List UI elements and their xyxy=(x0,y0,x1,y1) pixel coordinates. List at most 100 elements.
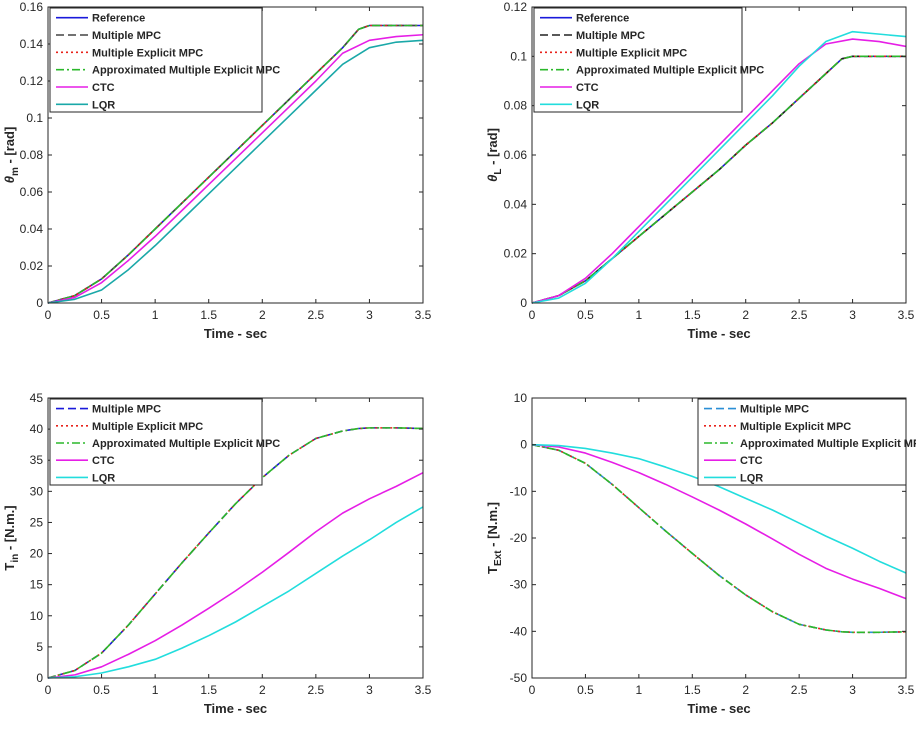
subplot-1: 0 0.5 1 1.5 2 2.5 3 3.5 0 0.02 0.04 0.06 0.08 0.1 0.12… xyxy=(2,0,432,341)
y-axis-label: TExt - [N.m.] xyxy=(485,502,504,574)
y-tick-label: 20 xyxy=(30,547,44,561)
x-tick-label: 2 xyxy=(742,683,749,697)
x-tick-label: 1.5 xyxy=(684,308,701,322)
legend-label: CTC xyxy=(576,82,599,94)
y-axis-label-subscript: L xyxy=(493,169,504,175)
y-tick-label: 0.16 xyxy=(20,0,44,14)
y-tick-label: 0 xyxy=(520,296,527,310)
x-tick-label: 0 xyxy=(529,308,536,322)
x-tick-label: 3.5 xyxy=(415,683,432,697)
legend-label: Multiple Explicit MPC xyxy=(576,47,687,59)
x-axis-label: Time - sec xyxy=(204,326,267,341)
y-tick-label: 0.14 xyxy=(20,37,44,51)
y-tick-label: 0.08 xyxy=(20,148,44,162)
x-tick-label: 2.5 xyxy=(308,308,325,322)
series-line-3 xyxy=(531,443,907,634)
y-axis-label-symbol: T xyxy=(485,566,500,574)
y-axis-label-subscript: Ext xyxy=(493,550,504,566)
legend-label: CTC xyxy=(740,455,763,467)
y-tick-label: 0.02 xyxy=(504,247,528,261)
series-line-5 xyxy=(47,33,424,304)
legend-box xyxy=(49,7,263,113)
y-axis-label: θm - [rad] xyxy=(2,127,21,184)
x-tick-label: 0 xyxy=(45,308,52,322)
legend-label: Approximated Multiple Explicit MPC xyxy=(576,65,764,77)
x-tick-label: 1 xyxy=(636,308,643,322)
series-line-5 xyxy=(531,38,907,304)
y-tick-label: 0 xyxy=(520,438,527,452)
legend-label: Multiple Explicit MPC xyxy=(92,421,203,433)
x-tick-label: 0 xyxy=(45,683,52,697)
legend-label: Reference xyxy=(576,13,629,25)
series-line-5 xyxy=(531,443,907,574)
legend-label: Multiple Explicit MPC xyxy=(92,47,203,59)
y-tick-label: -50 xyxy=(510,671,528,685)
x-tick-label: 2.5 xyxy=(791,683,808,697)
x-tick-label: 3 xyxy=(366,308,373,322)
y-tick-label: 10 xyxy=(514,391,528,405)
y-axis-label-unit: - [rad] xyxy=(485,128,500,168)
y-axis-label-symbol: θ xyxy=(485,175,500,182)
legend-label: Approximated Multiple Explicit MPC xyxy=(92,65,280,77)
legend-box xyxy=(533,7,743,113)
subplot-2: 0 0.5 1 1.5 2 2.5 3 3.5 0 0.02 0.04 0.06 0.08 0.1 0.12… xyxy=(485,0,915,341)
x-tick-label: 1 xyxy=(152,308,159,322)
y-axis-label-symbol: T xyxy=(2,563,17,571)
y-tick-label: 0.12 xyxy=(20,74,44,88)
legend: Multiple MPC Multiple Explicit MPC Approxi… xyxy=(49,398,280,486)
x-tick-label: 3 xyxy=(366,683,373,697)
x-tick-label: 1 xyxy=(152,683,159,697)
legend-label: LQR xyxy=(92,99,115,111)
y-tick-label: -20 xyxy=(510,531,528,545)
legend-label: Approximated Multiple Explicit MPC xyxy=(92,438,280,450)
legend: Multiple MPC Multiple Explicit MPC Approxi… xyxy=(697,398,916,486)
series-line-4 xyxy=(531,443,907,600)
y-tick-label: 0 xyxy=(36,671,43,685)
y-tick-label: 0.1 xyxy=(510,49,527,63)
y-axis-label-unit: - [N.m.] xyxy=(2,505,17,553)
series-line-3 xyxy=(47,427,424,679)
y-tick-label: 5 xyxy=(36,640,43,654)
x-tick-label: 0.5 xyxy=(93,308,110,322)
legend-label: CTC xyxy=(92,82,115,94)
x-tick-label: 1.5 xyxy=(200,308,217,322)
subplot-4: 0 0.5 1 1.5 2 2.5 3 3.5 -50 -40 -30 -20 -10 0 10 Time -… xyxy=(485,391,916,716)
y-tick-label: 0.12 xyxy=(504,0,528,14)
y-tick-label: 0.1 xyxy=(26,111,43,125)
legend-label: CTC xyxy=(92,455,115,467)
series-line-4 xyxy=(531,55,906,304)
y-tick-label: 40 xyxy=(30,422,44,436)
legend-box xyxy=(697,398,907,486)
series-line-6 xyxy=(47,39,424,304)
legend-label: Multiple Explicit MPC xyxy=(740,421,851,433)
series-line-4 xyxy=(47,471,424,679)
x-tick-label: 3 xyxy=(849,308,856,322)
x-tick-label: 2 xyxy=(259,683,266,697)
x-tick-label: 0 xyxy=(529,683,536,697)
legend-label: LQR xyxy=(92,472,115,484)
y-tick-label: 25 xyxy=(30,515,44,529)
x-tick-label: 2 xyxy=(742,308,749,322)
y-tick-label: 35 xyxy=(30,453,44,467)
y-tick-label: 0.04 xyxy=(504,197,528,211)
y-tick-label: 45 xyxy=(30,391,44,405)
y-tick-label: -30 xyxy=(510,578,528,592)
y-axis-label-subscript: m xyxy=(10,167,21,176)
y-tick-label: -40 xyxy=(510,624,528,638)
x-tick-label: 3.5 xyxy=(415,308,432,322)
legend-box xyxy=(49,398,263,486)
legend-label: Multiple MPC xyxy=(92,404,161,416)
legend-label: Multiple MPC xyxy=(576,30,645,42)
legend: Reference Multiple MPC Multiple Explicit M… xyxy=(49,7,280,113)
y-tick-label: 0.04 xyxy=(20,222,44,236)
x-tick-label: 2.5 xyxy=(791,308,808,322)
subplot-3: 0 0.5 1 1.5 2 2.5 3 3.5 0 5 10 15 20 25 30 35 40 45 Time -… xyxy=(2,391,432,716)
series-line-6 xyxy=(531,30,907,304)
x-tick-label: 3.5 xyxy=(898,308,915,322)
x-tick-label: 0.5 xyxy=(577,308,594,322)
legend-label: Approximated Multiple Explicit MPC xyxy=(740,438,916,450)
y-axis-label-unit: - [N.m.] xyxy=(485,502,500,550)
x-tick-label: 0.5 xyxy=(93,683,110,697)
y-tick-label: 0 xyxy=(36,296,43,310)
